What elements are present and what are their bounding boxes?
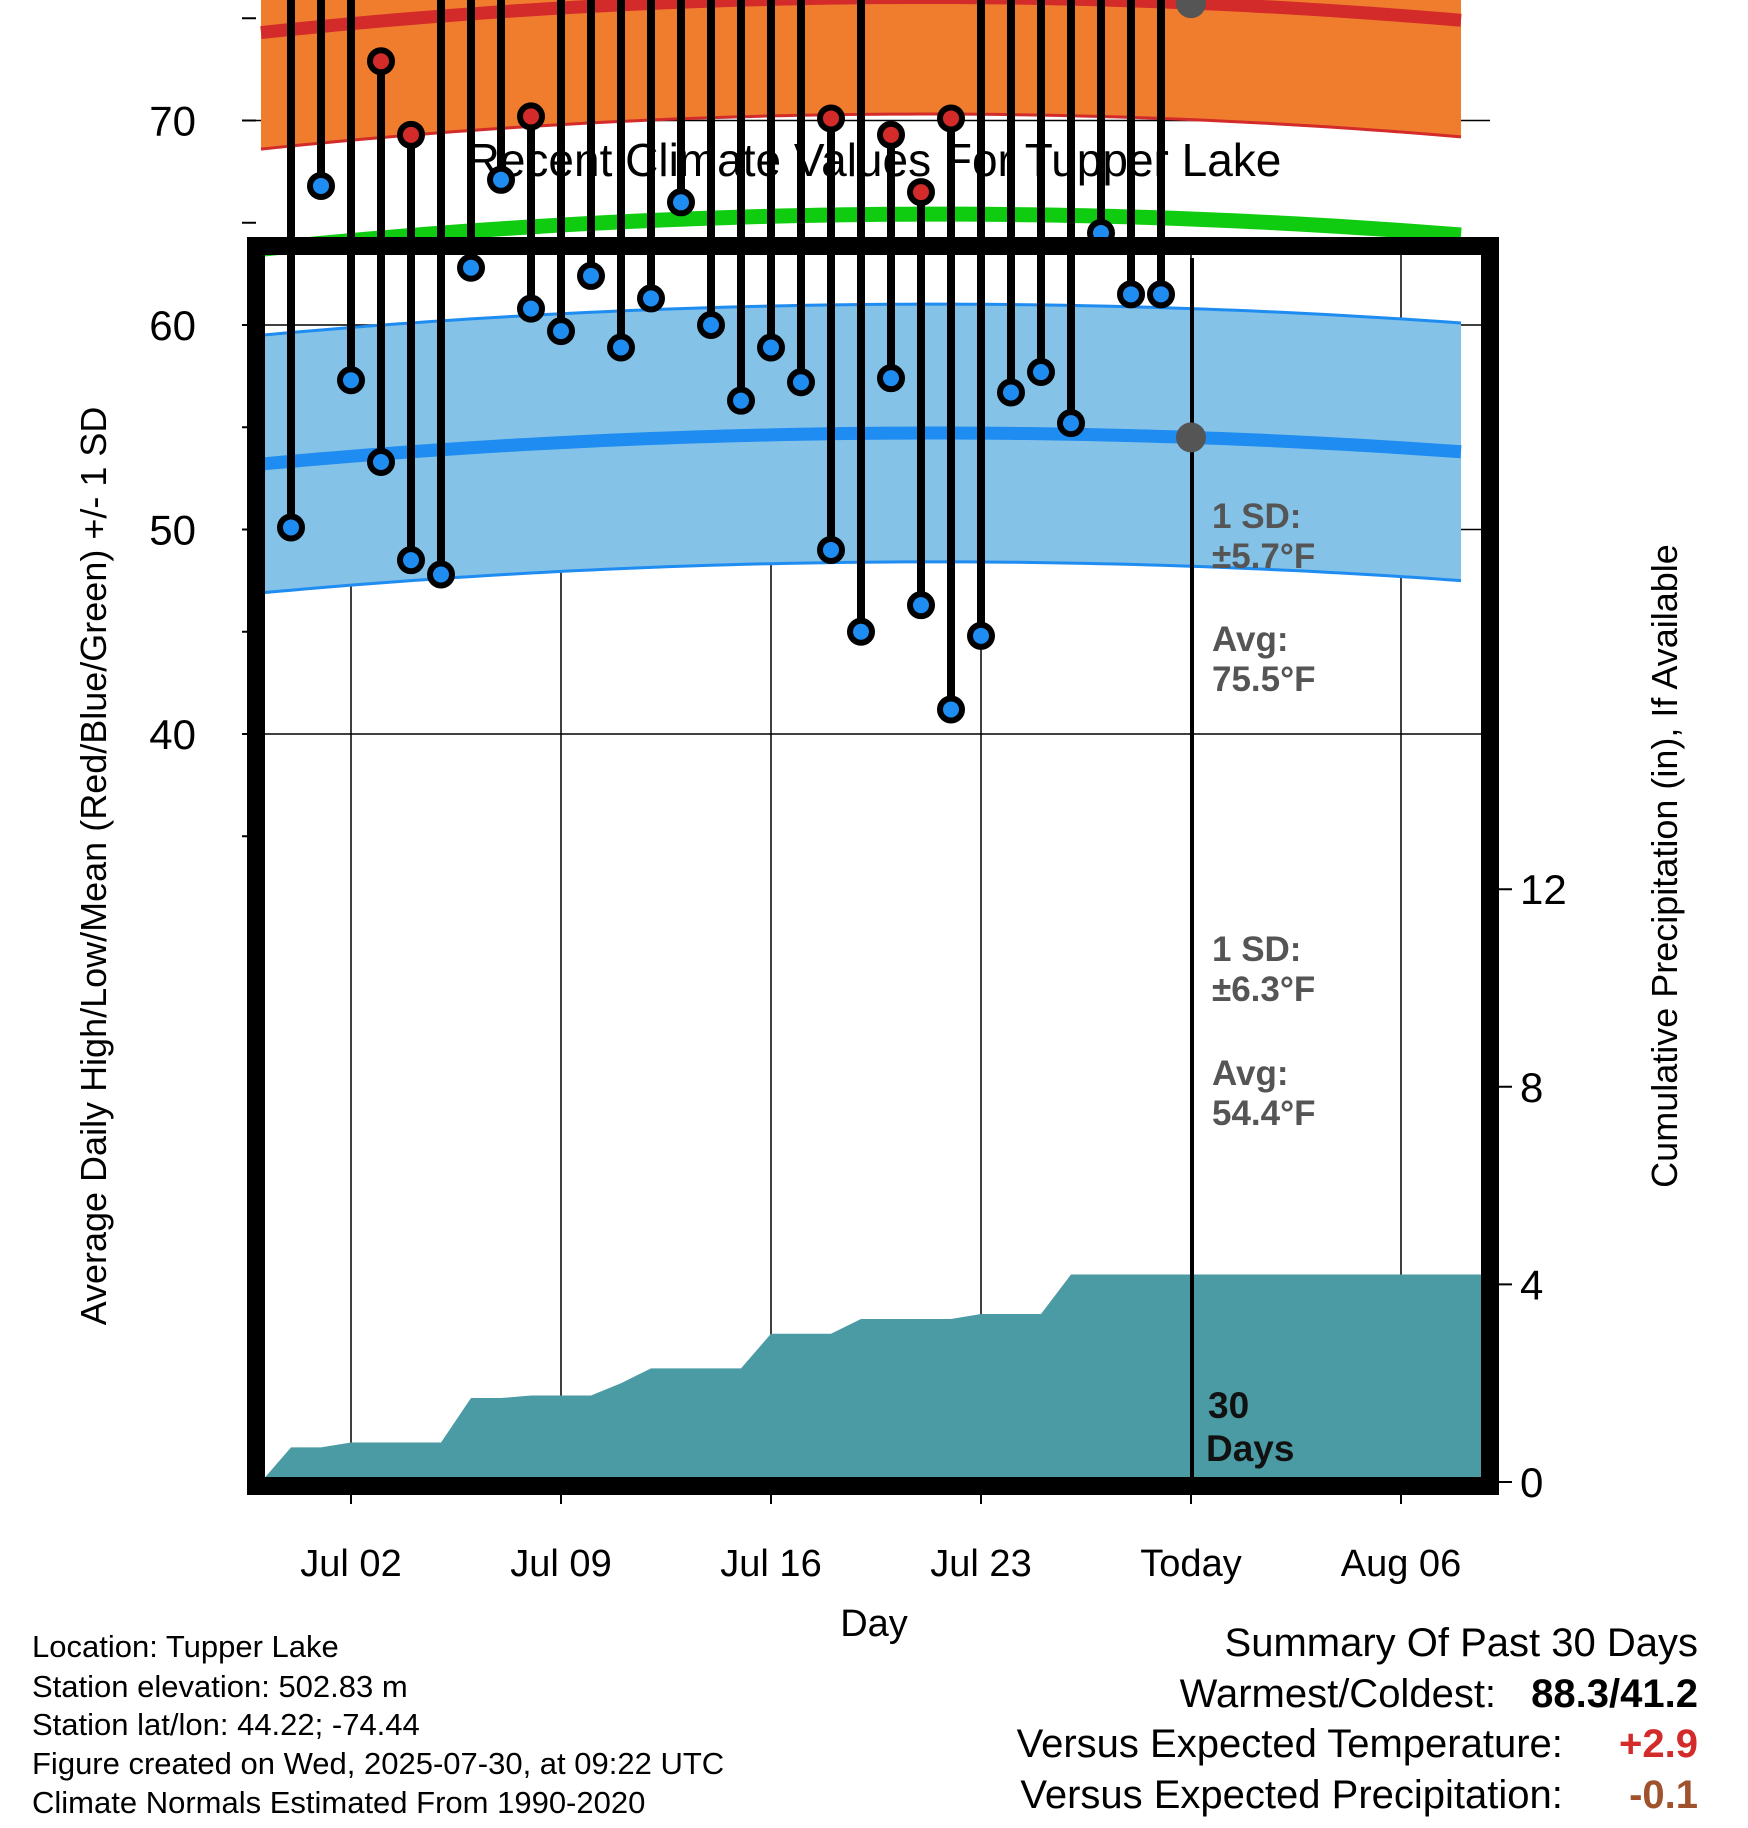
low-point — [397, 546, 425, 575]
right-axis: 0 4 8 12 — [1490, 866, 1567, 1506]
bottom-axis: Jul 02 Jul 09 Jul 16 Jul 23 Today Aug 06 — [300, 1486, 1461, 1585]
y-tick-label: 70 — [149, 98, 196, 145]
low-point — [757, 333, 785, 362]
low-point — [667, 188, 695, 217]
low-point — [427, 560, 455, 589]
y-tick-label: 60 — [149, 302, 196, 349]
high-avg-label: Avg: — [1212, 620, 1288, 659]
high-point — [937, 104, 965, 133]
low-point — [967, 621, 995, 650]
precip-area-fill — [261, 1274, 1490, 1486]
y-tick-label: 50 — [149, 507, 196, 554]
low-point — [997, 378, 1025, 407]
daily-stems — [287, 0, 1165, 710]
low-point — [937, 695, 965, 724]
y-tick-label: 40 — [149, 711, 196, 758]
period-label: 30 Days — [1206, 1385, 1294, 1469]
high-point — [817, 104, 845, 133]
low-point — [337, 366, 365, 395]
x-tick-label: Aug 06 — [1341, 1543, 1461, 1585]
low-avg-label: Avg: — [1212, 1054, 1288, 1093]
low-point — [457, 253, 485, 282]
low-point — [787, 368, 815, 397]
high-point — [877, 120, 905, 149]
high-point — [397, 120, 425, 149]
summary-temp-row: Versus Expected Temperature: +2.9 — [1017, 1722, 1698, 1767]
low-point — [367, 448, 395, 477]
footer-normals-period: Climate Normals Estimated From 1990-2020 — [32, 1785, 646, 1820]
summary-temp-label: Versus Expected Temperature: — [1016, 1722, 1563, 1766]
period-number: 30 — [1208, 1385, 1249, 1426]
low-point — [877, 364, 905, 393]
summary-precip-row: Versus Expected Precipitation: -0.1 — [1020, 1773, 1698, 1818]
x-tick-label: Jul 16 — [720, 1543, 821, 1585]
low-point — [1117, 280, 1145, 309]
low-avg-value: 54.4°F — [1212, 1094, 1316, 1133]
y2-tick-label: 12 — [1520, 866, 1567, 913]
period-unit: Days — [1206, 1428, 1294, 1469]
low-sd-value: ±6.3°F — [1212, 970, 1315, 1009]
x-tick-label: Jul 02 — [300, 1543, 401, 1585]
low-point — [697, 311, 725, 339]
plot-frame — [247, 237, 1499, 1495]
low-point — [547, 317, 575, 346]
left-axis: 405060708090 — [149, 17, 256, 838]
today-markers — [1176, 0, 1206, 453]
low-point — [637, 284, 665, 313]
precip-area — [261, 1274, 1490, 1486]
summary-warm-cold-label: Warmest/Coldest: — [1179, 1672, 1497, 1716]
normal-line-high — [260, 0, 1462, 40]
summary-temp-value: +2.9 — [1619, 1722, 1698, 1766]
low-point — [517, 294, 545, 323]
summary-warm-cold-row: Warmest/Coldest: 88.3/41.2 — [1180, 1672, 1698, 1717]
today-normal-high — [1176, 0, 1206, 19]
y2-tick-label: 8 — [1520, 1064, 1543, 1111]
high-sd-value: ±5.7°F — [1212, 537, 1315, 576]
low-point — [607, 333, 635, 362]
high-point — [517, 102, 545, 131]
low-point — [487, 165, 515, 194]
chart-title: Recent Climate Values For Tupper Lake — [467, 134, 1282, 186]
high-point — [367, 47, 395, 76]
y2-tick-label: 0 — [1520, 1459, 1543, 1506]
y-axis-label: Average Daily High/Low/Mean (Red/Blue/Gr… — [73, 407, 114, 1326]
daily-dots — [277, 47, 1175, 724]
low-point — [307, 171, 335, 200]
x-tick-label: Jul 09 — [510, 1543, 611, 1585]
today-normal-low — [1176, 422, 1206, 453]
x-tick-label: Today — [1140, 1543, 1241, 1585]
footer-latlon: Station lat/lon: 44.22; -74.44 — [32, 1707, 420, 1742]
low-point — [577, 261, 605, 290]
y2-axis-label: Cumulative Precipitation (in), If Availa… — [1644, 544, 1685, 1188]
low-point — [1027, 358, 1055, 387]
footer-location: Location: Tupper Lake — [32, 1629, 339, 1664]
low-point — [1147, 280, 1175, 309]
high-point — [907, 178, 935, 207]
low-point — [907, 591, 935, 620]
summary-precip-label: Versus Expected Precipitation: — [1020, 1773, 1563, 1817]
footer-created: Figure created on Wed, 2025-07-30, at 09… — [32, 1746, 725, 1781]
low-point — [817, 535, 845, 564]
low-point — [277, 513, 305, 542]
low-point — [847, 617, 875, 646]
low-sd-label: 1 SD: — [1212, 930, 1301, 969]
x-tick-label: Jul 23 — [930, 1543, 1031, 1585]
footer-elevation: Station elevation: 502.83 m — [32, 1669, 408, 1704]
annotations: 1 SD: ±5.7°F Avg: 75.5°F 1 SD: ±6.3°F Av… — [1212, 497, 1316, 1133]
high-sd-label: 1 SD: — [1212, 497, 1301, 536]
summary-precip-value: -0.1 — [1629, 1773, 1698, 1817]
low-point — [727, 386, 755, 415]
x-axis-label: Day — [840, 1603, 908, 1645]
low-point — [1057, 409, 1085, 438]
high-avg-value: 75.5°F — [1212, 660, 1316, 699]
summary-warm-cold-value: 88.3/41.2 — [1531, 1672, 1698, 1716]
plot-area: 1 SD: ±5.7°F Avg: 75.5°F 1 SD: ±6.3°F Av… — [256, 0, 1490, 1487]
y2-tick-label: 4 — [1520, 1261, 1543, 1308]
summary-title: Summary Of Past 30 Days — [1224, 1621, 1698, 1665]
